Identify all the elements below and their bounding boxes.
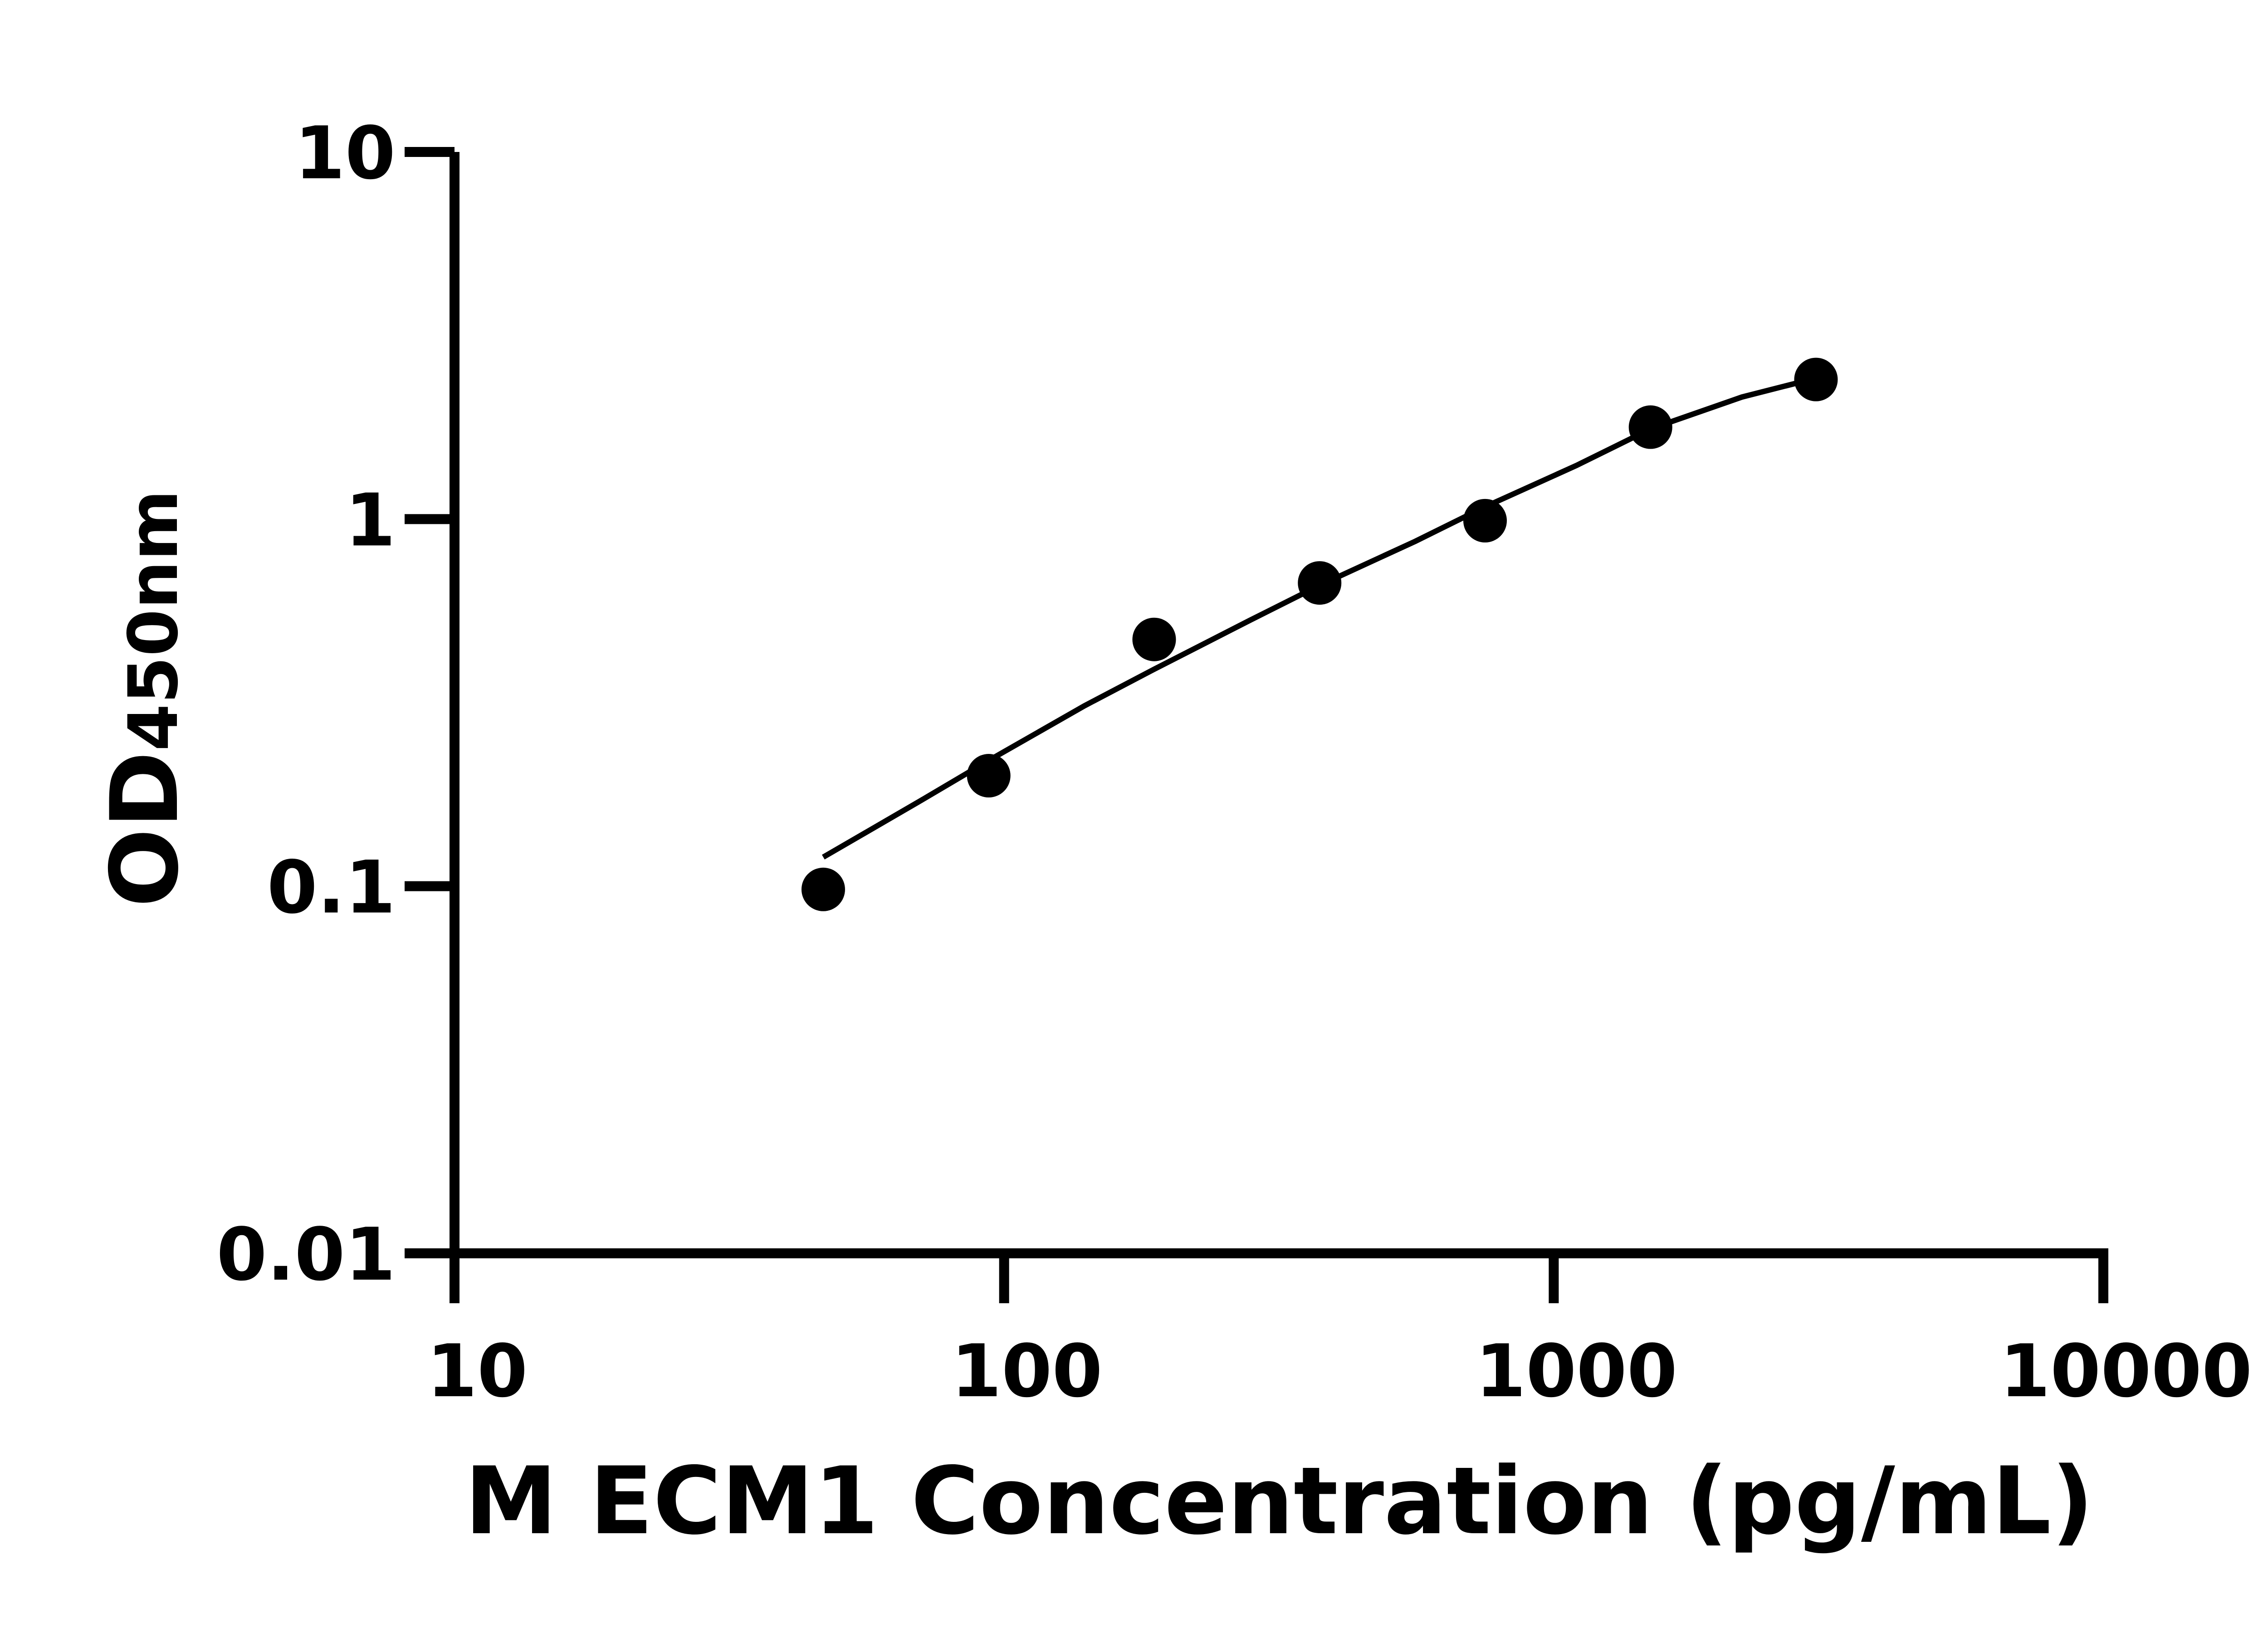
y-axis-title: OD450nm	[91, 490, 199, 908]
x-tick-label: 100	[951, 1329, 1103, 1413]
data-points	[801, 357, 1838, 911]
x-tick-label: 1000	[1476, 1329, 1677, 1413]
x-axis-title: M ECM1 Concentration (pg/mL)	[464, 1447, 2093, 1555]
data-point	[1628, 405, 1672, 449]
y-tick-label: 1	[345, 478, 396, 562]
y-tick-label: 0.1	[267, 845, 396, 930]
data-point	[967, 754, 1011, 798]
data-point	[1794, 357, 1838, 401]
x-tick-label: 10	[427, 1329, 528, 1413]
y-tick-label: 0.01	[216, 1212, 396, 1297]
y-tick-label: 10	[294, 111, 396, 196]
data-point	[1298, 561, 1342, 605]
ticks: 10 100 1000 10000 0.01 0.1 1 10	[216, 111, 2252, 1413]
data-point	[801, 867, 845, 911]
data-point	[1132, 617, 1176, 661]
y-axis-title-sub: 450nm	[114, 490, 193, 751]
x-tick-label: 10000	[2000, 1329, 2253, 1413]
axes	[450, 152, 2108, 1258]
data-point	[1463, 499, 1507, 543]
y-axis-title-main: OD	[91, 751, 199, 907]
